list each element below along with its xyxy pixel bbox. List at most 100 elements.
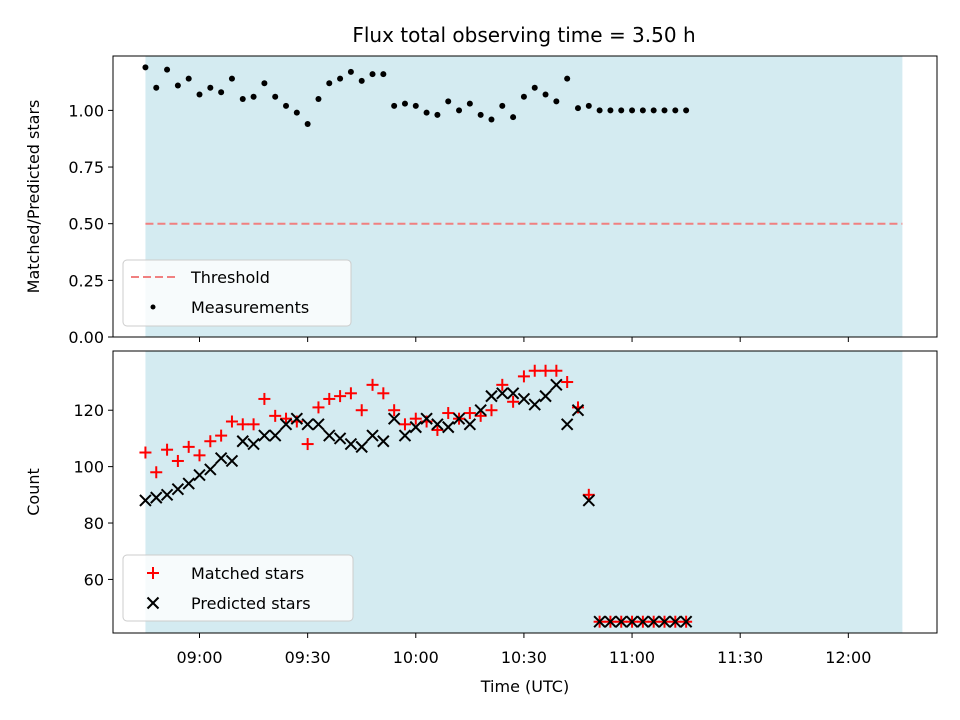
predicted-star-point (474, 404, 487, 417)
measurement-point (196, 91, 203, 98)
predicted-star-point (604, 615, 617, 628)
matched-star-point (312, 401, 325, 414)
matched-star-point (161, 443, 174, 456)
predicted-star-point (517, 392, 531, 406)
measurement-point (488, 116, 495, 123)
ratio-panel-frame (112, 55, 938, 338)
measurement-point (380, 71, 387, 78)
measurement-point (466, 100, 473, 107)
measurement-point (228, 75, 235, 82)
measurement-point (596, 107, 603, 114)
count-panel: 60 80 100 120 09:00 09:30 10:00 10:30 11:00 11:3… (24, 350, 938, 696)
predicted-star-point (409, 420, 422, 434)
matched-star-point (215, 429, 228, 442)
matched-star-point (193, 449, 206, 462)
predicted-stars-points (139, 378, 693, 628)
ratio-legend-box (122, 259, 352, 327)
predicted-star-point (560, 418, 574, 431)
matched-legend-label: Matched stars (191, 564, 304, 583)
x-tick-label: 09:00 (176, 648, 222, 667)
predicted-star-point (182, 477, 195, 490)
x-tick-label: 09:30 (285, 648, 331, 667)
x-tick-label: 11:30 (717, 648, 763, 667)
measurement-point (412, 102, 419, 109)
measurement-point (304, 120, 311, 127)
predicted-star-point (333, 432, 347, 445)
predicted-star-point (420, 412, 433, 425)
predicted-star-point (528, 398, 541, 411)
measurements-legend-label: Measurements (191, 298, 309, 317)
measurement-point (607, 107, 614, 114)
predicted-star-point (593, 615, 606, 628)
matched-star-point (409, 412, 422, 425)
predicted-star-point (615, 615, 628, 628)
measurement-point (164, 66, 171, 73)
measurement-point (683, 107, 690, 114)
measurement-point (553, 98, 560, 105)
matched-star-point (225, 415, 238, 428)
threshold-legend-label: Threshold (190, 268, 270, 287)
measurement-point (401, 100, 408, 107)
y-tick-label: 0.50 (68, 215, 104, 234)
matched-star-point (550, 364, 563, 377)
measurement-point (207, 84, 214, 91)
ratio-y-axis-label: Matched/Predicted stars (24, 100, 43, 294)
matched-star-point (463, 407, 476, 420)
y-tick-label: 0.00 (68, 328, 104, 347)
predicted-star-point (139, 494, 152, 507)
matched-star-point (377, 387, 390, 400)
measurement-point (531, 84, 538, 91)
predicted-star-point (506, 387, 520, 400)
predicted-star-point (636, 615, 650, 628)
measurement-point (347, 68, 354, 75)
matched-star-point (323, 392, 336, 405)
matched-star-point (344, 387, 357, 400)
predicted-star-point (225, 454, 239, 468)
count-panel-frame (112, 350, 938, 634)
matched-star-point (258, 392, 271, 405)
predicted-legend-swatch (146, 596, 160, 610)
measurement-point (358, 77, 365, 84)
measurement-point (391, 102, 398, 109)
y-tick-label: 0.25 (68, 271, 104, 290)
measurement-point (153, 84, 160, 91)
measurement-point (585, 102, 592, 109)
measurement-point (261, 80, 268, 87)
matched-star-point (507, 395, 520, 408)
predicted-star-point (571, 404, 585, 417)
matched-star-point (528, 364, 541, 377)
measurement-point (564, 75, 571, 82)
matched-star-point (355, 404, 368, 417)
predicted-star-point (669, 615, 682, 628)
measurement-point (293, 109, 300, 116)
matched-star-point (150, 466, 163, 479)
measurement-point (639, 107, 646, 114)
measurement-point (672, 107, 679, 114)
x-axis-label: Time (UTC) (480, 677, 569, 696)
legend-plus-marker (147, 567, 159, 579)
matched-star-point (582, 488, 595, 501)
chart-title: Flux total observing time = 3.50 h (352, 23, 695, 47)
measurement-point (574, 105, 581, 112)
predicted-star-point (452, 412, 466, 425)
measurement-point (337, 75, 344, 82)
predicted-star-point (193, 468, 206, 482)
measurement-point (218, 89, 225, 96)
predicted-star-point (323, 429, 336, 442)
predicted-star-point (366, 429, 379, 442)
matched-star-point (431, 423, 444, 436)
predicted-star-point (247, 437, 260, 451)
predicted-star-point (658, 615, 671, 628)
measurement-point (185, 75, 192, 82)
predicted-star-point (431, 418, 444, 431)
matched-star-point (561, 376, 574, 389)
matched-star-point (474, 409, 487, 422)
measurement-point (326, 80, 333, 87)
measurement-points (142, 64, 690, 127)
x-tick-label: 10:00 (393, 648, 439, 667)
measurement-point (423, 109, 430, 116)
measurement-point (174, 82, 181, 89)
predicted-star-point (647, 615, 660, 628)
predicted-star-point (550, 378, 563, 392)
